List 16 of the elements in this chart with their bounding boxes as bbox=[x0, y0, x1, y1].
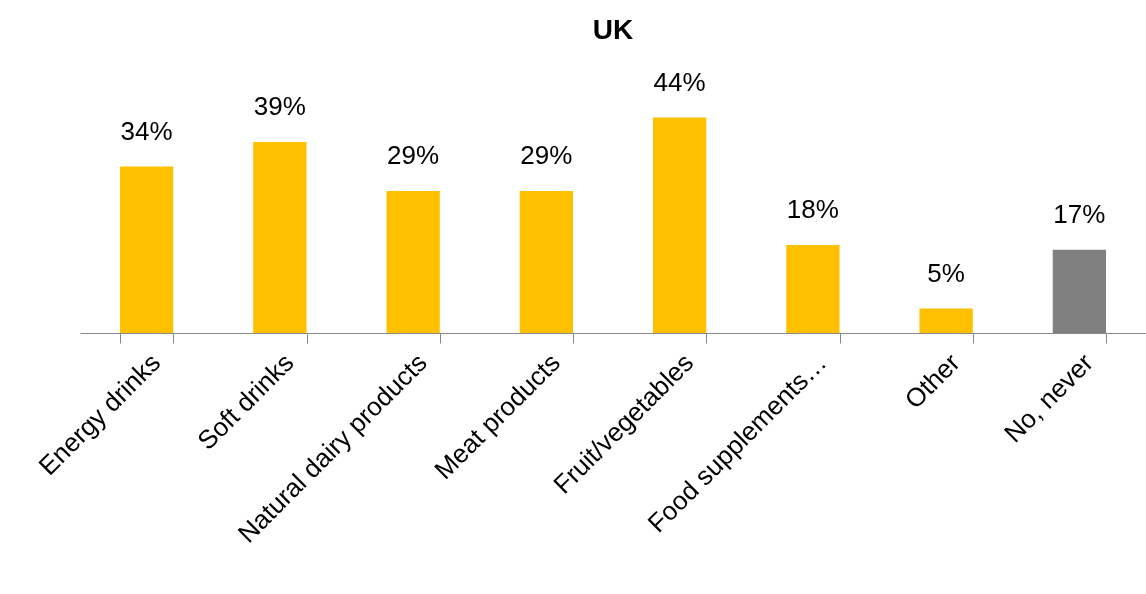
bar bbox=[119, 166, 174, 333]
bar bbox=[652, 117, 707, 333]
bar bbox=[386, 191, 440, 333]
data-label: 34% bbox=[120, 115, 173, 146]
data-label: 29% bbox=[520, 140, 573, 171]
data-label: 18% bbox=[786, 193, 839, 224]
bar bbox=[919, 308, 973, 333]
bar bbox=[786, 244, 840, 333]
chart-title: UK bbox=[592, 14, 634, 45]
bar bbox=[519, 191, 574, 333]
data-label: 29% bbox=[387, 140, 440, 171]
data-label: 5% bbox=[927, 257, 965, 288]
data-label: 44% bbox=[653, 66, 706, 97]
data-label: 17% bbox=[1053, 198, 1106, 229]
data-label: 39% bbox=[253, 91, 306, 122]
bar bbox=[253, 142, 307, 333]
